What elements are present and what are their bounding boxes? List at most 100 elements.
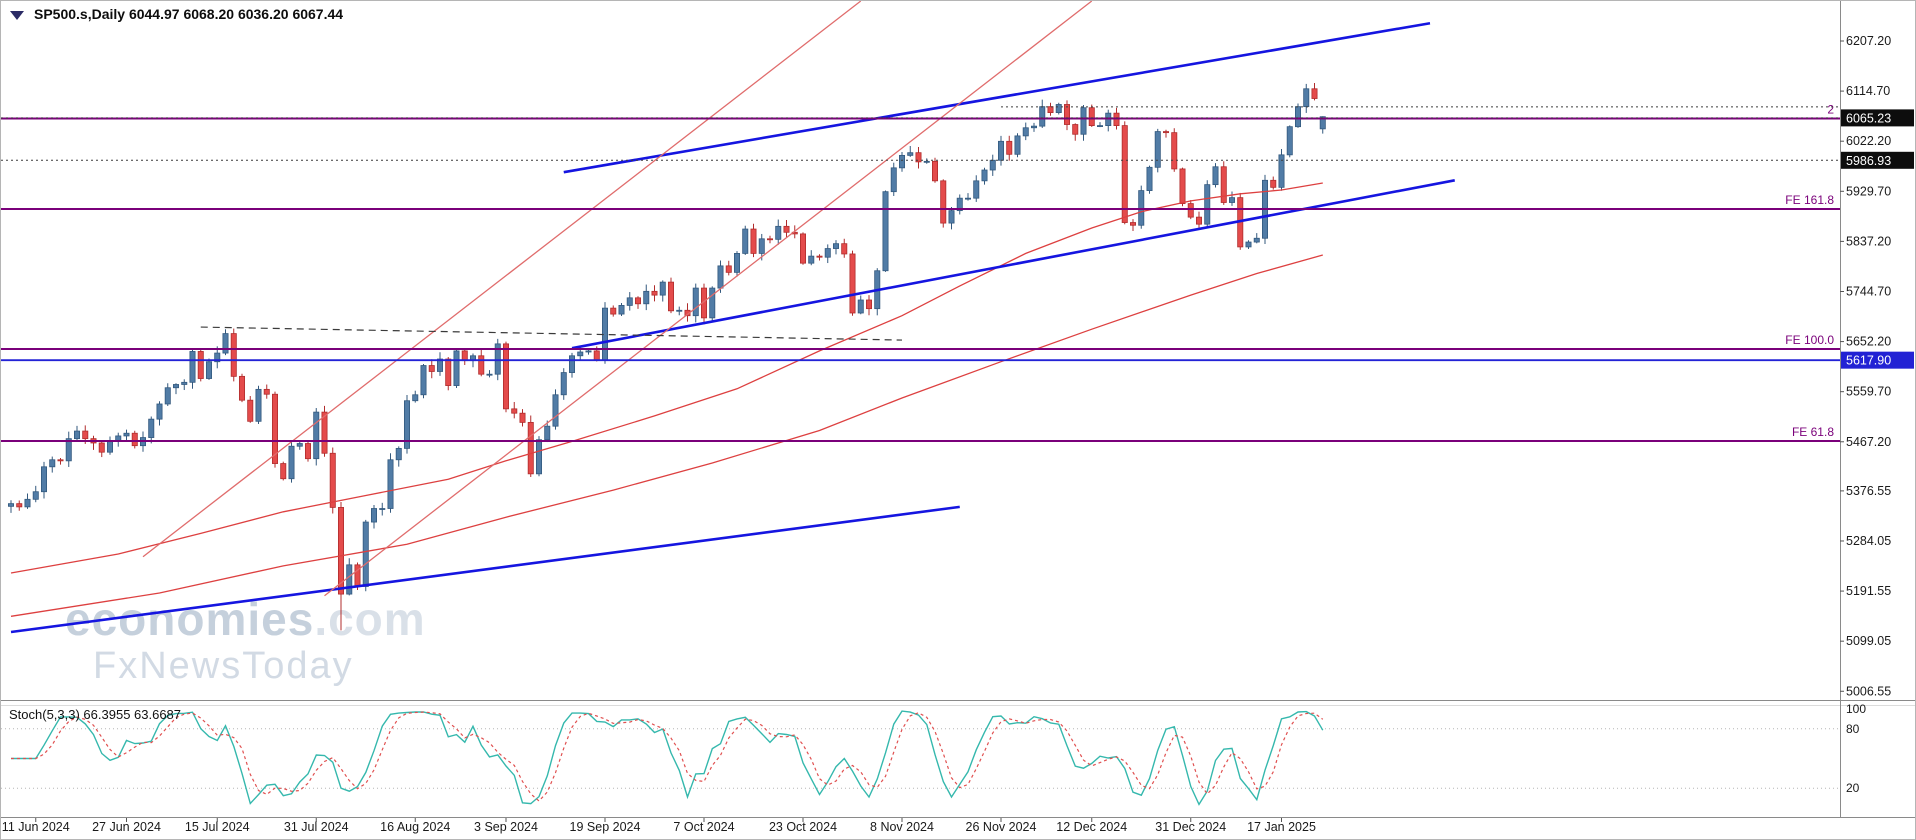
candle bbox=[478, 355, 485, 375]
level-label: FE 100.0 bbox=[1785, 333, 1834, 347]
candle bbox=[247, 399, 254, 422]
candle bbox=[131, 432, 138, 447]
candle bbox=[1204, 184, 1211, 225]
candle bbox=[205, 361, 212, 379]
watermark-brand-suffix: .com bbox=[314, 593, 426, 645]
trendline-dashed-resistance[interactable] bbox=[200, 326, 903, 341]
price-axis-label: 5652.20 bbox=[1846, 335, 1891, 349]
price-axis-label: 5929.70 bbox=[1846, 184, 1891, 198]
candle bbox=[527, 421, 534, 475]
candle bbox=[833, 243, 840, 249]
date-axis-label: 23 Oct 2024 bbox=[769, 820, 837, 834]
candle bbox=[998, 140, 1005, 161]
candle bbox=[923, 160, 930, 163]
date-axis-label: 8 Nov 2024 bbox=[870, 820, 934, 834]
candle bbox=[453, 350, 460, 386]
candle bbox=[651, 290, 658, 296]
watermark: economies.com FxNewsToday bbox=[65, 595, 426, 687]
time-axis[interactable] bbox=[1, 817, 1916, 840]
candle bbox=[230, 333, 237, 377]
candle bbox=[1080, 107, 1087, 135]
main-plot-area[interactable] bbox=[8, 1, 1455, 634]
candle bbox=[668, 281, 675, 312]
price-axis-label: 5467.20 bbox=[1846, 435, 1891, 449]
candle bbox=[1055, 104, 1062, 113]
candle bbox=[222, 333, 229, 354]
candle bbox=[214, 352, 221, 363]
trendline-blue-channel-upper[interactable] bbox=[563, 21, 1431, 174]
candle bbox=[734, 253, 741, 273]
stoch-indicator-label: Stoch(5,3,3) 66.3955 63.6687 bbox=[9, 707, 182, 722]
candle bbox=[659, 281, 666, 296]
candle bbox=[387, 459, 394, 509]
ma-red-fast bbox=[10, 182, 1323, 574]
candle bbox=[560, 372, 567, 396]
date-axis-label: 7 Oct 2024 bbox=[673, 820, 734, 834]
candle bbox=[808, 255, 815, 264]
candle bbox=[577, 351, 584, 357]
candle bbox=[197, 351, 204, 379]
trendline-blue-support[interactable] bbox=[10, 505, 960, 634]
candle bbox=[1179, 168, 1186, 204]
date-axis-label: 31 Jul 2024 bbox=[284, 820, 349, 834]
candle bbox=[1031, 125, 1038, 129]
symbol-ohlc-label: SP500.s,Daily 6044.97 6068.20 6036.20 60… bbox=[34, 6, 344, 22]
price-badge bbox=[1841, 151, 1914, 169]
candle bbox=[172, 384, 179, 389]
symbol-dropdown-icon[interactable] bbox=[10, 10, 24, 20]
candle bbox=[1006, 140, 1013, 155]
date-axis-label: 17 Jan 2025 bbox=[1247, 820, 1316, 834]
candle bbox=[1146, 166, 1153, 191]
candle bbox=[890, 167, 897, 193]
price-axis-label: 6114.70 bbox=[1846, 84, 1890, 98]
trendline-red-left[interactable] bbox=[142, 1, 862, 558]
stoch-plot-area[interactable] bbox=[11, 710, 1324, 806]
trendline-red-right[interactable] bbox=[324, 1, 1093, 597]
candle bbox=[767, 238, 774, 241]
candle bbox=[948, 210, 955, 224]
price-axis-label: 5284.05 bbox=[1846, 534, 1891, 548]
candle bbox=[775, 225, 782, 240]
candle bbox=[445, 358, 452, 386]
candle bbox=[956, 197, 963, 212]
candle bbox=[41, 466, 48, 493]
candle bbox=[1014, 135, 1021, 155]
candle bbox=[1295, 106, 1302, 128]
trendline-blue-channel-lower[interactable] bbox=[571, 179, 1455, 350]
candle bbox=[692, 287, 699, 317]
price-badge bbox=[1841, 351, 1914, 369]
date-axis-label: 26 Nov 2024 bbox=[966, 820, 1037, 834]
candle bbox=[329, 452, 336, 508]
candles-series bbox=[8, 83, 1326, 631]
candle bbox=[1187, 203, 1194, 218]
price-axis-label: 5559.70 bbox=[1846, 385, 1891, 399]
candle bbox=[189, 351, 196, 383]
stoch-k-line bbox=[11, 710, 1324, 806]
candle bbox=[420, 365, 427, 396]
candle bbox=[1311, 88, 1318, 99]
candle bbox=[1130, 222, 1137, 226]
candle bbox=[1163, 131, 1170, 134]
candle bbox=[536, 439, 543, 475]
chart-header: SP500.s,Daily 6044.97 6068.20 6036.20 60… bbox=[10, 6, 343, 22]
candle bbox=[626, 297, 633, 306]
candle bbox=[1229, 197, 1236, 203]
candle bbox=[511, 408, 518, 414]
candle bbox=[973, 180, 980, 199]
candle bbox=[643, 290, 650, 305]
date-axis-label: 19 Sep 2024 bbox=[570, 820, 641, 834]
candle bbox=[280, 463, 287, 480]
candle bbox=[395, 447, 402, 461]
level-label: FE 61.8 bbox=[1792, 425, 1834, 439]
candle bbox=[1220, 166, 1227, 203]
candle bbox=[1047, 106, 1054, 113]
candle bbox=[940, 180, 947, 224]
candle bbox=[49, 459, 56, 468]
price-axis[interactable] bbox=[1840, 1, 1916, 817]
candle bbox=[857, 299, 864, 314]
candle bbox=[181, 381, 188, 385]
candle bbox=[1138, 190, 1145, 226]
candle bbox=[304, 443, 311, 460]
